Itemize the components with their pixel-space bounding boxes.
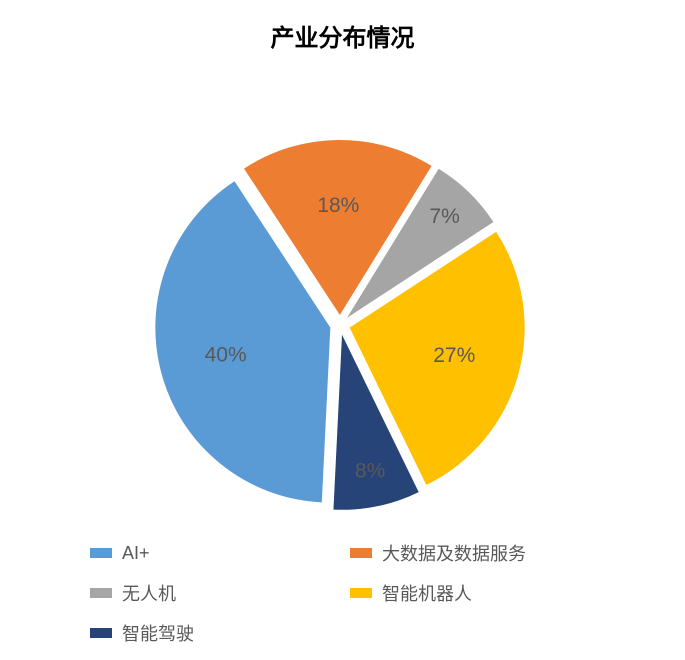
slice-label: 7% [429, 205, 459, 228]
legend-swatch [90, 548, 112, 558]
legend-swatch [90, 588, 112, 598]
slice-label: 8% [355, 459, 385, 482]
chart-legend: AI+ 大数据及数据服务无人机 智能机器人智能驾驶 [90, 540, 610, 660]
legend-label: 无人机 [122, 580, 176, 606]
chart-container: 产业分布情况 8% 40% 18% 7% 27% AI+ 大数据及数据服务无人机 智能机器人… [0, 0, 685, 648]
pie-chart: 8% 40% 18% 7% 27% [0, 60, 685, 520]
legend-label: AI+ [122, 543, 150, 564]
legend-item: 大数据及数据服务 [350, 540, 610, 566]
legend-label: 智能驾驶 [122, 620, 194, 646]
legend-row: AI+ 大数据及数据服务 [90, 540, 610, 566]
legend-row: 智能驾驶 [90, 620, 610, 646]
legend-row: 无人机 智能机器人 [90, 580, 610, 606]
slice-label: 18% [317, 194, 359, 217]
legend-swatch [350, 548, 372, 558]
legend-item: 智能机器人 [350, 580, 610, 606]
legend-swatch [350, 588, 372, 598]
slice-label: 40% [205, 344, 247, 367]
chart-title: 产业分布情况 [0, 18, 685, 53]
legend-item: AI+ [90, 540, 350, 566]
legend-item: 智能驾驶 [90, 620, 350, 646]
slice-label: 27% [433, 344, 475, 367]
legend-item: 无人机 [90, 580, 350, 606]
legend-swatch [90, 628, 112, 638]
legend-label: 智能机器人 [382, 580, 472, 606]
legend-label: 大数据及数据服务 [382, 540, 526, 566]
